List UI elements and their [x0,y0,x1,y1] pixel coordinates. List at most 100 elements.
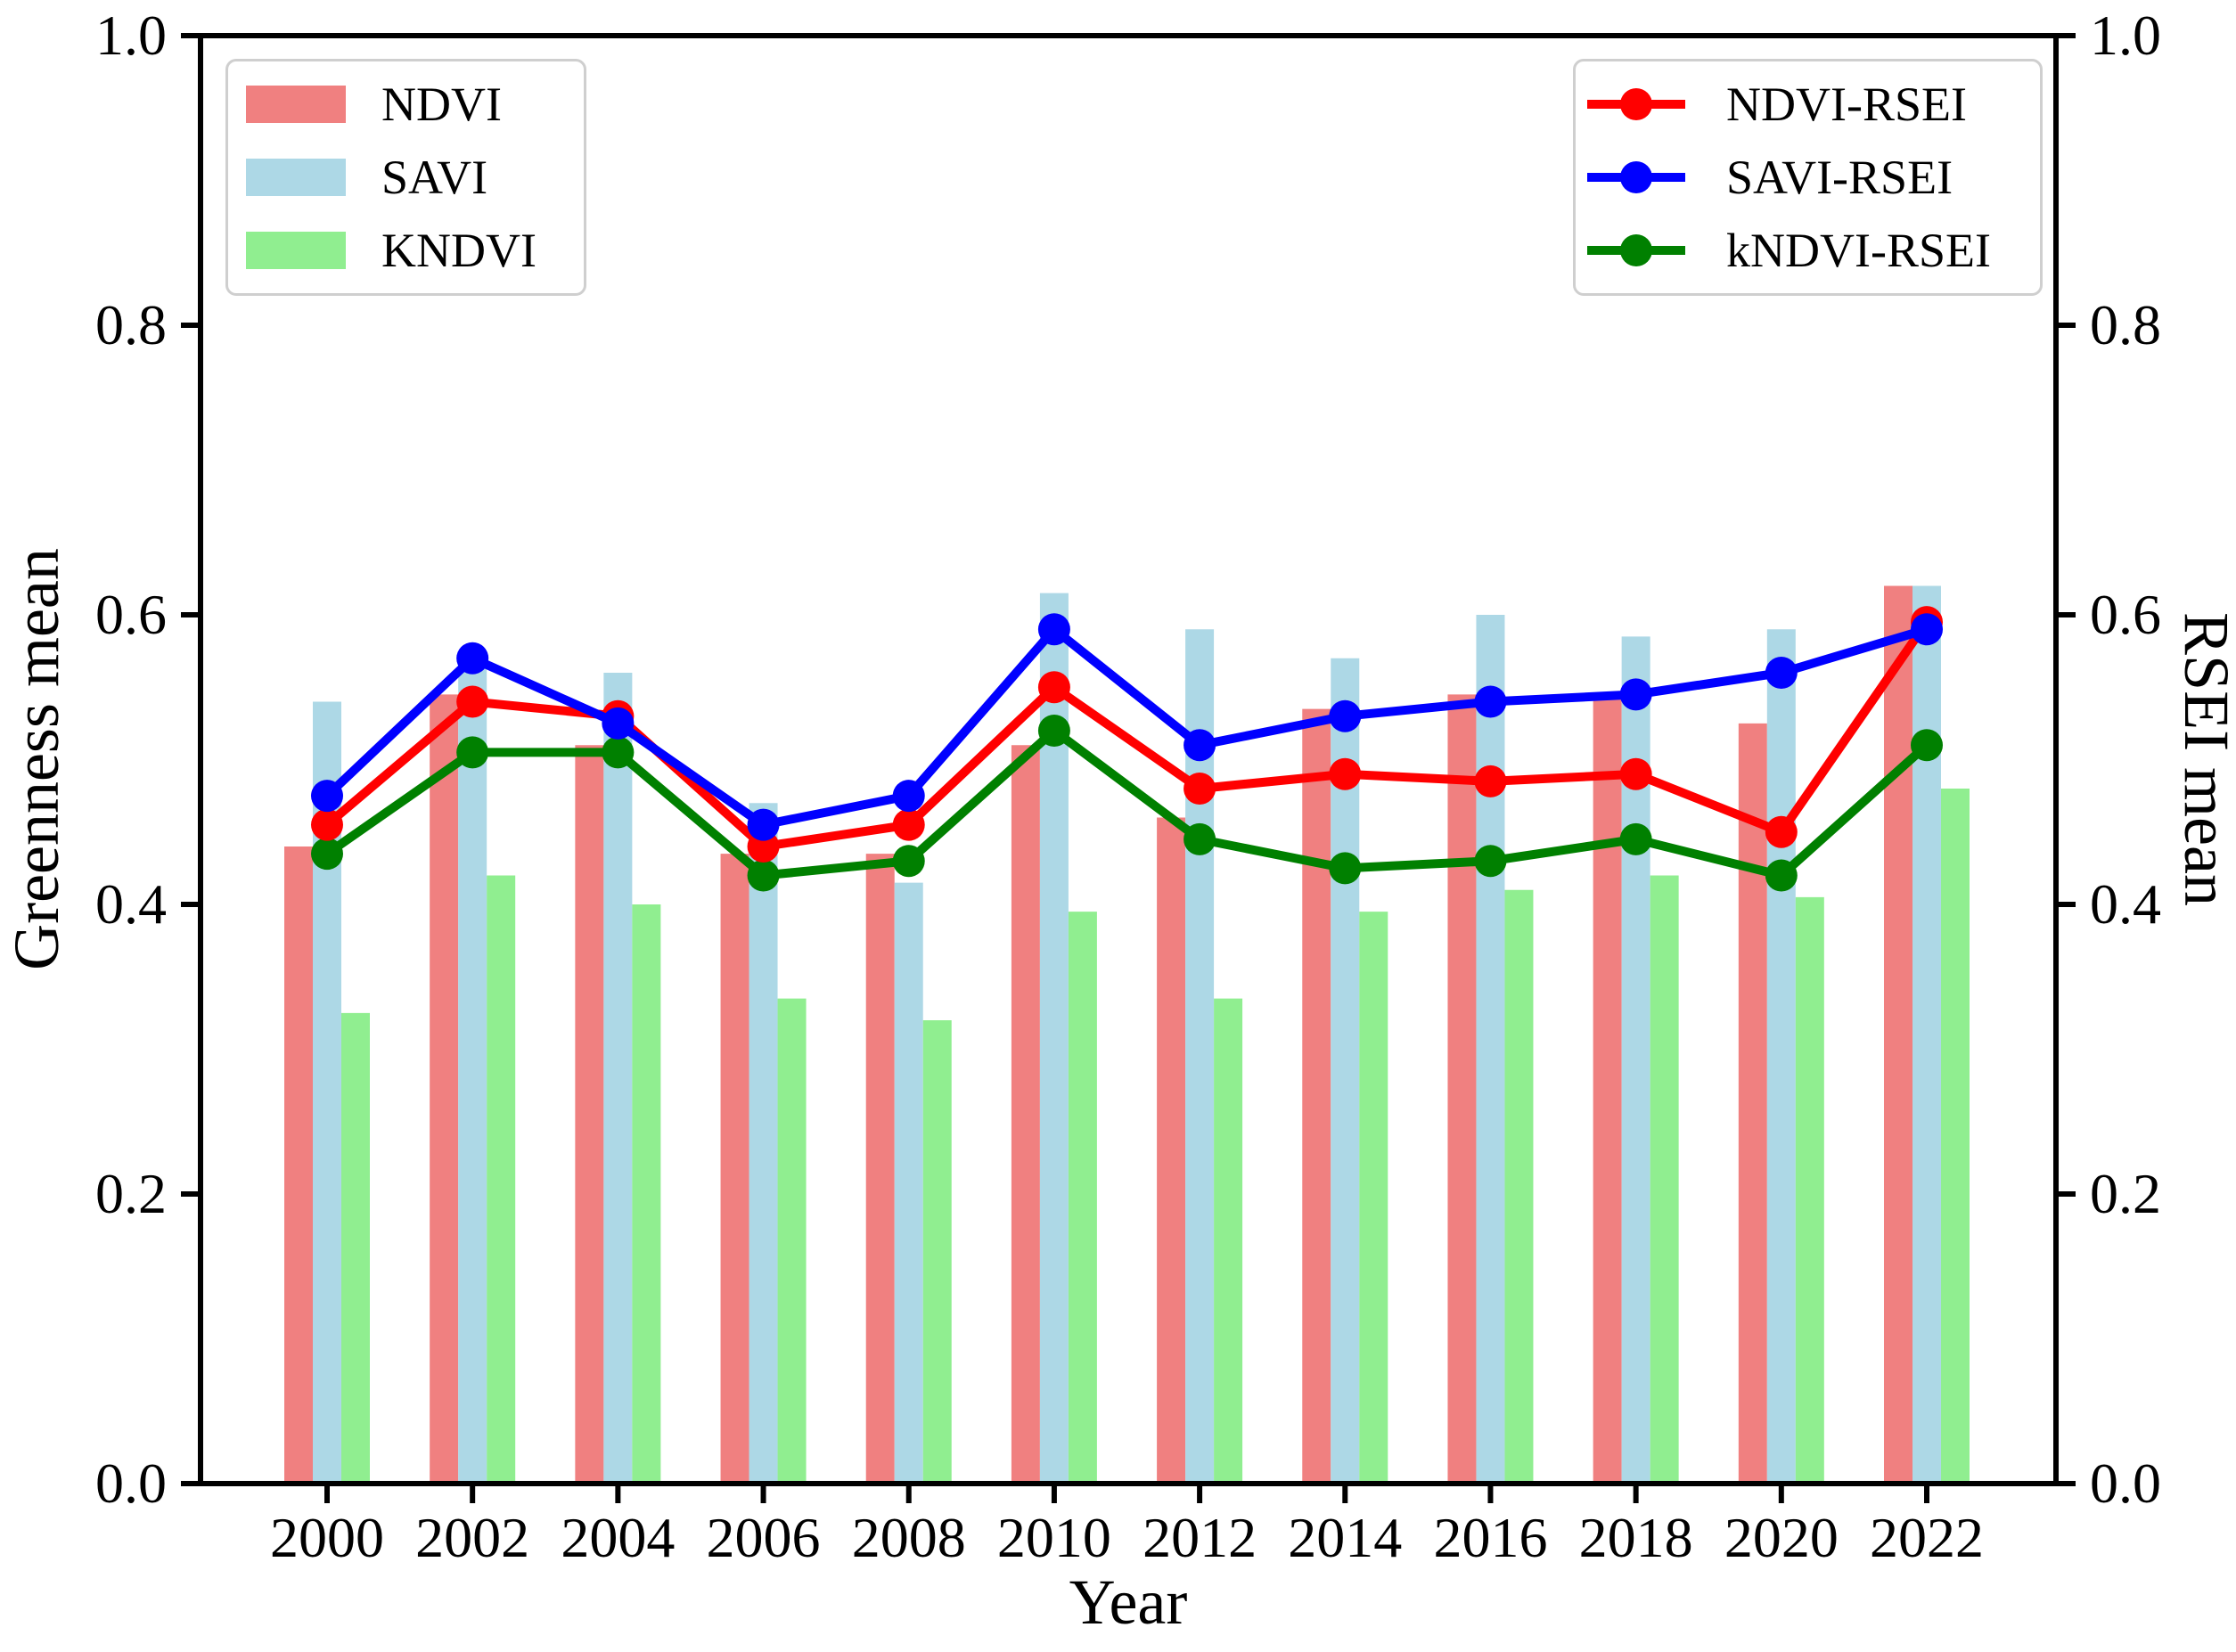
line-SAVI-RSEI [324,623,1929,830]
line-NDVI-RSEI [324,619,1931,852]
y-tick-label-right: 0.0 [2090,1452,2161,1515]
x-tick-label: 2010 [997,1506,1111,1569]
x-tick-label: 2020 [1724,1506,1839,1569]
marker-SAVI-RSEI-2018 [1619,678,1652,711]
bar-NDVI-2014 [1302,708,1331,1484]
bar-KNDVI-2022 [1941,789,1970,1484]
bar-KNDVI-2012 [1214,998,1243,1484]
marker-NDVI-RSEI-2008 [892,808,925,841]
legend-label-savi-rsei: SAVI-RSEI [1726,151,1953,204]
bar-KNDVI-2006 [777,998,807,1484]
x-tick-label: 2018 [1579,1506,1693,1569]
legend-item-ndvi: NDVI [228,69,584,140]
bar-KNDVI-2008 [922,1020,952,1484]
y-tick-label-left: 0.8 [95,293,167,356]
y-tick-label-left: 0.4 [95,872,167,936]
x-tick-label: 2006 [707,1506,821,1569]
legend-item-ndvi-rsei: NDVI-RSEI [1576,69,2040,140]
x-tick-label: 2014 [1288,1506,1402,1569]
y-tick-label-left: 0.2 [95,1162,167,1225]
x-tick-label: 2022 [1870,1506,1984,1569]
marker-kNDVI-RSEI-2000 [311,838,343,871]
bar-NDVI-2018 [1593,694,1622,1484]
legend-label-kndvi-rsei: kNDVI-RSEI [1726,224,1991,277]
marker-SAVI-RSEI-2010 [1037,613,1070,646]
marker-kNDVI-RSEI-2018 [1619,822,1652,855]
left-axis-title: Greenness mean [1,548,72,970]
bar-KNDVI-2002 [487,875,516,1484]
y-tick-label-right: 0.6 [2090,583,2161,646]
bar-SAVI-2016 [1476,615,1505,1484]
bar-SAVI-2014 [1331,658,1360,1484]
bar-SAVI-2002 [458,665,487,1484]
legend-label-ndvi: NDVI [381,78,502,131]
bar-KNDVI-2020 [1795,896,1824,1484]
x-tick-label: 2004 [561,1506,675,1569]
bar-KNDVI-2004 [632,904,661,1484]
marker-kNDVI-RSEI-2008 [892,845,925,878]
bar-KNDVI-2010 [1068,912,1097,1484]
legend-item-savi-rsei: SAVI-RSEI [1576,142,2040,213]
y-tick-label-left: 1.0 [95,4,167,67]
legend-item-savi: SAVI [228,142,584,213]
bar-NDVI-2012 [1157,817,1186,1484]
marker-SAVI-RSEI-2022 [1911,613,1943,646]
bar-KNDVI-2014 [1359,912,1388,1484]
x-axis-title: Year [1069,1566,1188,1638]
legend-label-kndvi: KNDVI [381,224,536,277]
legend-label-savi: SAVI [381,151,488,204]
legend-rsei: NDVI-RSEI SAVI-RSEI kNDVI-RSEI [1573,59,2043,296]
right-axis-title: RSEI mean [2171,612,2236,906]
marker-SAVI-RSEI-2006 [747,808,780,841]
kndvi-rsei-line-marker-icon [1587,233,1685,267]
y-tick-label-left: 0.0 [95,1452,167,1515]
savi-rsei-line-marker-icon [1587,160,1685,194]
marker-kNDVI-RSEI-2020 [1765,859,1798,892]
bar-NDVI-2004 [575,745,604,1484]
bar-NDVI-2008 [865,854,895,1484]
marker-SAVI-RSEI-2000 [311,780,343,813]
x-tick-label: 2012 [1143,1506,1257,1569]
marker-NDVI-RSEI-2016 [1474,765,1507,797]
x-tick-label: 2016 [1433,1506,1547,1569]
legend-greenness: NDVI SAVI KNDVI [225,59,586,296]
x-tick-label: 2002 [415,1506,529,1569]
bar-SAVI-2020 [1766,629,1796,1484]
bar-NDVI-2000 [284,846,313,1484]
bar-NDVI-2006 [720,854,749,1484]
line-kNDVI-RSEI [324,724,1930,880]
marker-SAVI-RSEI-2002 [456,642,489,675]
marker-kNDVI-RSEI-2016 [1474,845,1507,878]
marker-SAVI-RSEI-2008 [892,780,925,813]
legend-item-kndvi-rsei: kNDVI-RSEI [1576,215,2040,286]
bar-KNDVI-2000 [341,1012,370,1484]
y-tick-label-left: 0.6 [95,583,167,646]
marker-kNDVI-RSEI-2004 [602,736,635,769]
marker-kNDVI-RSEI-2022 [1911,729,1943,762]
bar-NDVI-2016 [1447,694,1477,1484]
marker-NDVI-RSEI-2012 [1184,773,1216,805]
marker-NDVI-RSEI-2018 [1619,757,1652,790]
bar-SAVI-2012 [1185,629,1215,1484]
bar-NDVI-2020 [1738,723,1767,1484]
marker-NDVI-RSEI-2000 [311,808,343,841]
bar-KNDVI-2016 [1504,889,1534,1484]
ndvi-rsei-line-marker-icon [1587,87,1685,121]
y-tick-label-right: 1.0 [2090,4,2161,67]
marker-kNDVI-RSEI-2002 [456,736,489,769]
bar-SAVI-2006 [749,803,778,1484]
marker-kNDVI-RSEI-2010 [1037,715,1070,747]
y-tick-label-right: 0.2 [2090,1162,2161,1225]
marker-SAVI-RSEI-2014 [1329,699,1362,732]
legend-label-ndvi-rsei: NDVI-RSEI [1726,78,1967,131]
marker-SAVI-RSEI-2004 [602,707,635,740]
marker-NDVI-RSEI-2020 [1765,815,1798,848]
plot-border [198,33,2059,1486]
bar-NDVI-2002 [430,694,459,1484]
marker-NDVI-RSEI-2002 [456,685,489,718]
bar-SAVI-2022 [1912,585,1941,1484]
legend-item-kndvi: KNDVI [228,215,584,286]
x-tick-label: 2008 [852,1506,966,1569]
